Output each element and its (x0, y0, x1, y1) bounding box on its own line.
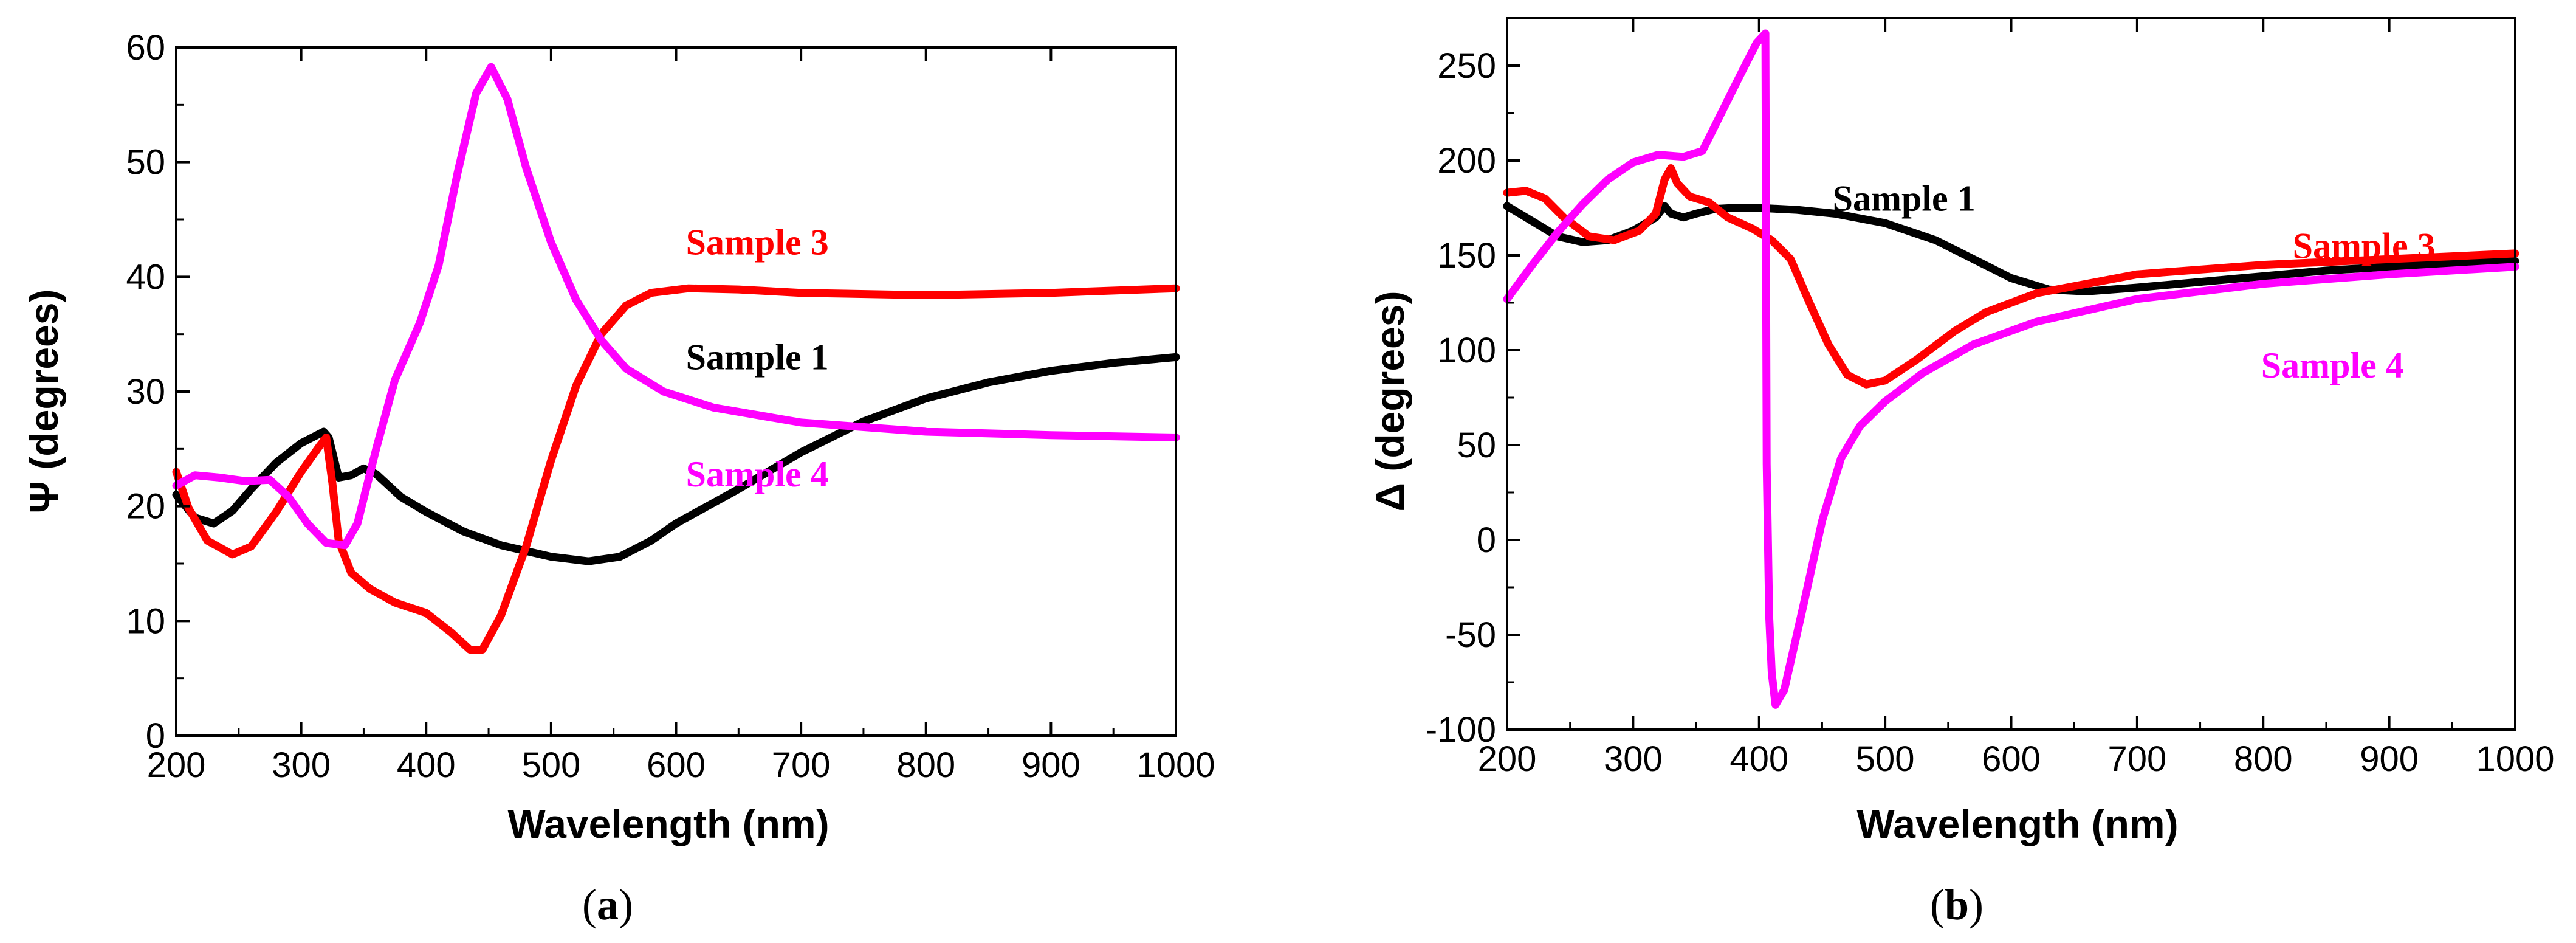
panel-b-y-tick-label: -100 (1426, 710, 1496, 750)
panel-b-y-tick-label: 250 (1437, 46, 1496, 86)
panel-b-caption-open: ( (1930, 880, 1945, 929)
panel-a-y-tick-label: 40 (126, 257, 165, 297)
panel-a-label-sample-4: Sample 4 (686, 454, 829, 494)
panel-b-y-tick-label: 100 (1437, 331, 1496, 370)
panel-b-x-tick-label: 600 (1982, 739, 2041, 779)
panel-a-y-tick-label: 50 (126, 143, 165, 182)
panel-b-x-tick-label: 200 (1478, 739, 1537, 779)
panel-b-caption-letter: b (1945, 880, 1969, 929)
panel-a-x-tick-label: 1000 (1136, 745, 1215, 785)
panel-b-label-sample-3: Sample 3 (2293, 226, 2436, 266)
panel-b-x-axis-title: Wavelength (nm) (1856, 801, 2178, 846)
panel-a-caption: (a) (582, 880, 633, 929)
panel-a-series-sample-1-line (172, 353, 1180, 565)
panel-a-label-sample-3: Sample 3 (686, 223, 829, 263)
panel-b-label-sample-1: Sample 1 (1833, 178, 1976, 218)
panel-a-caption-close: ) (619, 880, 633, 929)
panel-a-x-axis-title: Wavelength (nm) (507, 801, 829, 846)
panel-a-x-tick-label: 800 (896, 745, 955, 785)
panel-a-x-tick-label: 400 (397, 745, 456, 785)
panel-a-y-tick-label: 10 (126, 601, 165, 641)
panel-a-y-axis-title: Ψ (degrees) (21, 289, 66, 514)
panel-b-x-tick-label: 900 (2360, 739, 2419, 779)
panel-a-y-tick-label: 30 (126, 372, 165, 412)
panel-a-chart: 200 300 400 500 600 700 800 900 1000 0 10 20 30 40 50 6… (21, 28, 1215, 929)
panel-b-caption: (b) (1930, 880, 1984, 929)
panel-b-series-sample-4-line (1503, 29, 2519, 709)
panel-a-y-tick-label: 60 (126, 28, 165, 67)
panel-b-caption-close: ) (1969, 880, 1984, 929)
panel-b-x-tick-label: 800 (2234, 739, 2293, 779)
panel-b-label-sample-4: Sample 4 (2261, 345, 2404, 385)
panel-a-y-tick-label: 20 (126, 487, 165, 527)
panel-a-series-sample-3-line (172, 284, 1180, 654)
panel-a-x-tick-label: 900 (1022, 745, 1080, 785)
panel-b-y-tick-label: 200 (1437, 141, 1496, 181)
panel-b-x-tick-label: 500 (1856, 739, 1915, 779)
panel-a-x-tick-label: 700 (772, 745, 831, 785)
panel-b-x-tick-label: 700 (2107, 739, 2166, 779)
panel-a-x-tick-label: 300 (272, 745, 331, 785)
panel-b-x-tick-label: 400 (1729, 739, 1788, 779)
panel-b-x-tick-label: 1000 (2476, 739, 2554, 779)
panel-b-chart: 200 300 400 500 600 700 800 900 1000 -100 -50 0 50 10… (1367, 17, 2555, 929)
panel-b-y-tick-label: -50 (1445, 615, 1496, 655)
panel-a-x-tick-label: 600 (647, 745, 706, 785)
panel-a-label-sample-1: Sample 1 (686, 337, 829, 377)
panel-b-y-axis-title: Δ (degrees) (1367, 291, 1412, 512)
panel-b-y-tick-label: 0 (1477, 520, 1496, 560)
panel-a-x-tick-label: 500 (521, 745, 580, 785)
panel-a-caption-letter: a (597, 880, 619, 929)
panel-b-y-tick-label: 50 (1457, 426, 1496, 465)
panel-a-x-tick-label: 200 (147, 745, 206, 785)
panel-b-y-tick-label: 150 (1437, 236, 1496, 275)
panel-a-y-tick-label: 0 (146, 716, 165, 756)
panel-a-series-sample-4-line (172, 63, 1180, 550)
panel-b-x-tick-label: 300 (1604, 739, 1663, 779)
panel-a-caption-open: ( (582, 880, 597, 929)
